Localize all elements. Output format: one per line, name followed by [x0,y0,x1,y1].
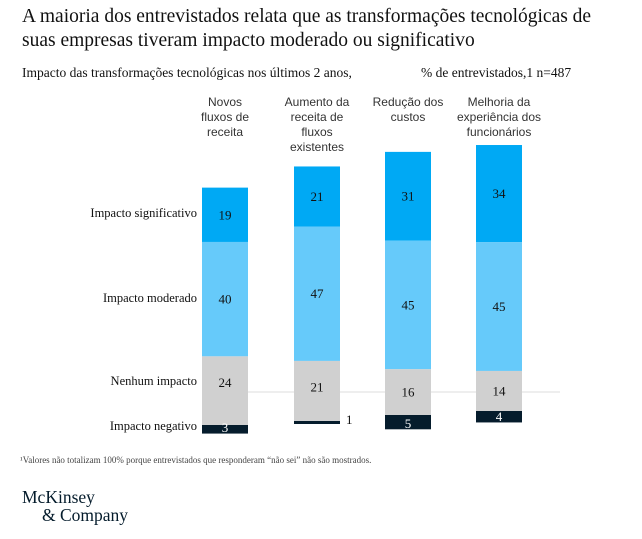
bar-segment-moderado-3 [385,240,431,370]
category-label-line: Melhoria da [467,95,531,109]
bar-segment-nenhum-2 [294,360,340,421]
bar-segment-nenhum-4 [476,370,522,411]
category-label-line: Novos [207,95,242,109]
mckinsey-logo: McKinsey & Company [22,488,128,524]
chart-unit-label: % de entrevistados,1 n=487 [421,65,572,80]
value-label-moderado-1: 40 [219,292,232,307]
logo-line-2: & Company [42,505,129,525]
value-label-significativo-1: 19 [219,207,232,222]
bar-segment-significativo-1 [202,187,248,242]
bar-segment-moderado-2 [294,226,340,361]
value-label-significativo-3: 31 [402,189,415,204]
logo-line-1: McKinsey [22,487,95,507]
category-label-line: Aumento da [284,95,350,109]
value-label-nenhum-3: 16 [402,385,416,400]
bar-segment-moderado-1 [202,241,248,357]
category-label-line: fluxos de [200,110,250,124]
value-label-significativo-4: 34 [493,186,507,201]
category-label-4: Melhoria da experiência dos funcionários [449,95,549,140]
category-label-line: experiência dos [456,110,542,124]
value-label-negativo-1: 3 [222,420,229,435]
value-label-moderado-3: 45 [402,297,415,312]
value-label-nenhum-2: 21 [311,379,324,394]
value-label-nenhum-1: 24 [219,375,233,390]
category-label-line: fluxos [301,125,333,139]
chart-subtitle: Impacto das transformações tecnológicas … [22,65,352,80]
category-label-2: Aumento da receita de fluxos existentes [267,95,367,155]
category-label-line: Redução dos [372,95,444,109]
value-label-significativo-2: 21 [311,189,324,204]
bar-segment-significativo-2 [294,166,340,227]
series-label-negativo: Impacto negativo [109,419,197,434]
category-label-line: custos [390,110,426,124]
category-label-1: Novos fluxos de receita [175,95,275,140]
bar-segment-nenhum-1 [202,356,248,425]
chart-title: A maioria dos entrevistados relata que a… [22,6,592,51]
series-label-moderado: Impacto moderado [102,290,197,305]
series-label-nenhum: Nenhum impacto [110,373,197,388]
category-label-line: receita de [290,110,344,124]
bar-segment-significativo-3 [385,151,431,241]
value-label-negativo-4: 4 [496,409,503,424]
value-label-nenhum-4: 14 [493,383,507,398]
bar-segment-nenhum-3 [385,369,431,415]
value-label-negativo-3: 5 [405,416,412,431]
value-label-moderado-2: 47 [311,286,325,301]
category-label-line: funcionários [466,125,532,139]
category-label-line: receita [206,125,244,139]
bar-segment-significativo-4 [476,145,522,243]
bar-segment-negativo-4 [476,411,522,423]
value-label-negativo-2: 1 [346,412,353,427]
bar-segment-negativo-2 [294,421,340,424]
category-label-line: existentes [289,140,345,154]
footnote: ¹Valores não totalizam 100% porque entre… [20,455,372,465]
bar-segment-negativo-1 [202,425,248,434]
series-label-significativo: Impacto significativo [90,206,197,221]
bar-segment-negativo-3 [385,415,431,430]
category-label-3: Redução dos custos [358,95,458,125]
bar-segment-moderado-4 [476,242,522,371]
value-label-moderado-4: 45 [493,299,506,314]
